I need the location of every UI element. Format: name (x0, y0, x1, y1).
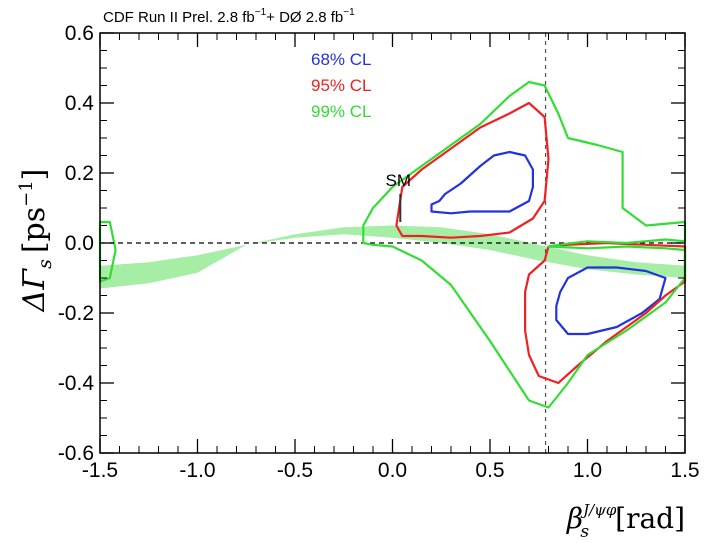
legend-entry-99: 99% CL (311, 102, 371, 121)
plot-content: SM (98, 33, 687, 453)
x-axis-title: βJ/ψφ s [rad] (566, 501, 685, 542)
x-tick-label: -1.5 (82, 459, 118, 482)
x-tick-label: 1.0 (573, 459, 602, 482)
legend-entry-95: 95% CL (311, 76, 371, 95)
y-axis-title-unit-sup: −1 (16, 180, 37, 207)
title-mid: + DØ 2.8 fb (266, 9, 343, 26)
x-tick-label: 1.5 (670, 459, 699, 482)
y-axis-title-unit-pre: [ps (17, 207, 52, 253)
legend-entry-68: 68% CL (311, 50, 371, 69)
y-axis-title: ΔΓs [ps−1] (16, 169, 56, 313)
legend: 68% CL 95% CL 99% CL (311, 50, 371, 121)
y-tick-label: 0.2 (65, 162, 94, 185)
y-tick-label: 0.0 (65, 232, 94, 255)
contour-95-cl-3 (524, 241, 687, 385)
contour-68-cl-0 (430, 150, 534, 215)
y-axis-title-main: ΔΓ (17, 268, 52, 313)
x-tick-label: 0.0 (378, 459, 407, 482)
axis-tick-labels: -1.5 -1.0 -0.5 0.0 0.5 1.0 1.5 -0.6 -0.4 -0.2 0.0 0… (58, 22, 700, 482)
contour-99-cl-4 (362, 80, 687, 409)
y-tick-label: 0.6 (65, 22, 94, 45)
y-axis-title-sub: s (34, 259, 56, 269)
sm-label: SM (386, 171, 412, 190)
x-axis-title-sup: J/ψφ (580, 501, 617, 519)
contour-95-cl-2 (395, 101, 550, 239)
title-sup1: −1 (255, 7, 267, 18)
x-axis-title-main: β (566, 502, 583, 535)
x-tick-label: 0.5 (475, 459, 504, 482)
x-tick-label: -1.0 (179, 459, 215, 482)
y-tick-label: -0.2 (58, 302, 94, 325)
title-lead: CDF Run II Prel. 2.8 fb (103, 9, 255, 26)
y-tick-label: -0.6 (58, 442, 94, 465)
x-tick-label: -0.5 (277, 459, 313, 482)
y-axis-title-unit-post: ] (17, 169, 52, 181)
title-sup2: −1 (343, 7, 355, 18)
y-tick-label: -0.4 (58, 372, 95, 395)
y-tick-label: 0.4 (65, 92, 95, 115)
axis-ticks (99, 32, 686, 454)
x-axis-title-unit: [rad] (615, 502, 685, 535)
x-axis-title-sub: s (580, 522, 589, 542)
theory-band (100, 225, 685, 289)
chart-title: CDF Run II Prel. 2.8 fb−1+ DØ 2.8 fb−1 (103, 7, 355, 26)
contour-68-cl-1 (555, 266, 667, 336)
